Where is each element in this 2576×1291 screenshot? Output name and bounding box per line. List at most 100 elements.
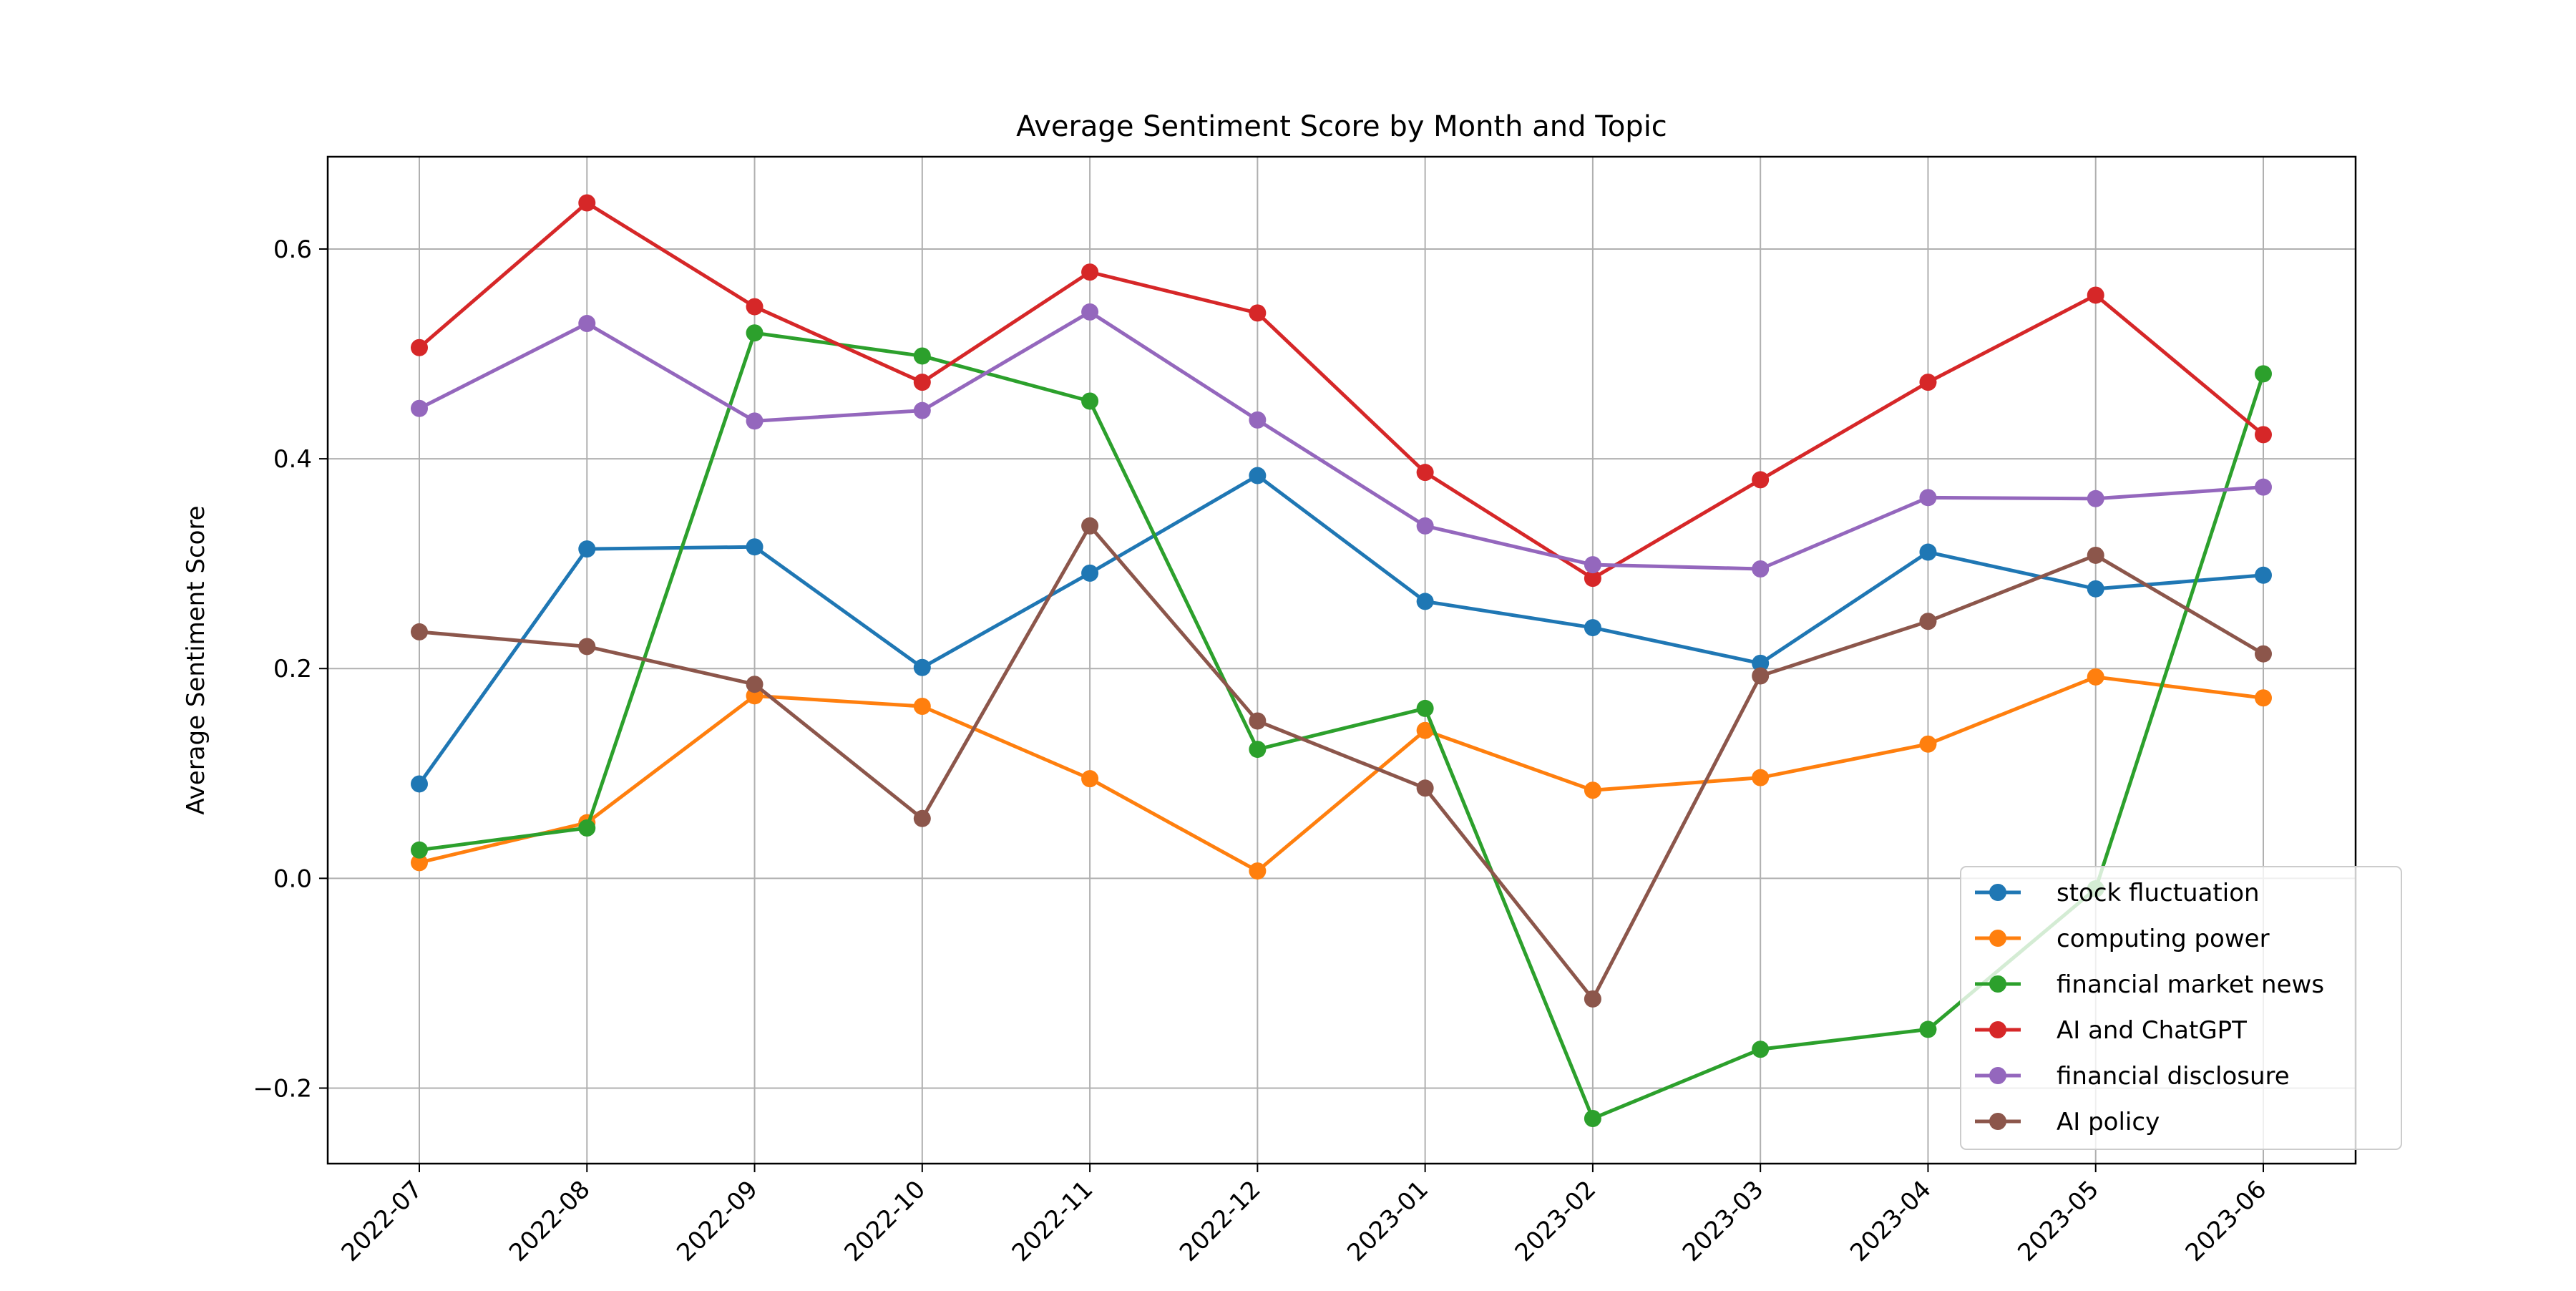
data-point bbox=[1584, 1109, 1601, 1127]
x-tick-label: 2022-12 bbox=[1174, 1175, 1267, 1267]
data-point bbox=[1081, 303, 1099, 321]
data-point bbox=[913, 347, 931, 365]
x-tick-label: 2023-05 bbox=[2012, 1175, 2104, 1267]
data-point bbox=[2087, 489, 2104, 507]
data-point bbox=[578, 194, 596, 212]
data-point bbox=[578, 315, 596, 333]
data-point bbox=[2087, 668, 2104, 686]
data-point bbox=[746, 538, 763, 556]
x-tick-label: 2023-03 bbox=[1677, 1175, 1770, 1267]
y-tick-label: 0.6 bbox=[273, 235, 312, 264]
x-tick-label: 2023-04 bbox=[1845, 1175, 1937, 1267]
data-point bbox=[2255, 566, 2272, 584]
data-point bbox=[913, 401, 931, 419]
series-line bbox=[417, 474, 2264, 785]
series-group bbox=[411, 303, 2272, 578]
data-point bbox=[1584, 570, 1601, 588]
data-point bbox=[1081, 564, 1099, 582]
y-tick-label: −0.2 bbox=[253, 1074, 312, 1103]
data-point bbox=[2255, 478, 2272, 496]
legend-item: AI and ChatGPT bbox=[1975, 1016, 2247, 1045]
data-point bbox=[1919, 735, 1937, 753]
data-point bbox=[1416, 779, 1434, 797]
legend-item: financial disclosure bbox=[1975, 1062, 2290, 1091]
x-tick-label: 2023-02 bbox=[1510, 1175, 1602, 1267]
x-tick-label: 2022-08 bbox=[504, 1175, 596, 1267]
data-point bbox=[1081, 517, 1099, 535]
legend-label: financial disclosure bbox=[2057, 1062, 2290, 1091]
data-point bbox=[1752, 667, 1770, 685]
legend-item: financial market news bbox=[1975, 970, 2324, 999]
data-point bbox=[1249, 862, 1267, 880]
data-point bbox=[411, 854, 428, 872]
legend-marker bbox=[1989, 1113, 2006, 1130]
legend-box bbox=[1960, 866, 2402, 1150]
data-point bbox=[2255, 645, 2272, 663]
y-tick-label: 0.2 bbox=[273, 655, 312, 683]
x-tick-label: 2023-01 bbox=[1342, 1175, 1434, 1267]
legend-marker bbox=[1989, 884, 2006, 901]
data-point bbox=[2255, 426, 2272, 444]
data-point bbox=[1584, 556, 1601, 574]
legend-label: financial market news bbox=[2057, 970, 2324, 999]
data-point bbox=[578, 638, 596, 656]
legend-label: stock fluctuation bbox=[2057, 879, 2260, 907]
data-point bbox=[1081, 770, 1099, 788]
legend-item: stock fluctuation bbox=[1975, 879, 2260, 907]
data-point bbox=[1081, 392, 1099, 410]
data-point bbox=[746, 298, 763, 316]
chart-title: Average Sentiment Score by Month and Top… bbox=[1016, 110, 1667, 143]
data-point bbox=[1249, 304, 1267, 322]
data-point bbox=[1752, 654, 1770, 672]
data-point bbox=[1249, 712, 1267, 730]
legend-item: AI policy bbox=[1975, 1108, 2160, 1136]
x-tick-label: 2022-09 bbox=[671, 1175, 763, 1267]
data-point bbox=[1081, 263, 1099, 281]
data-point bbox=[411, 399, 428, 417]
x-tick-label: 2022-10 bbox=[839, 1175, 931, 1267]
data-point bbox=[411, 775, 428, 793]
data-point bbox=[1416, 517, 1434, 535]
data-point bbox=[1416, 721, 1434, 739]
data-point bbox=[411, 623, 428, 640]
series-layer bbox=[411, 194, 2272, 1127]
data-point bbox=[2087, 286, 2104, 304]
series-line bbox=[419, 675, 2264, 873]
data-point bbox=[1249, 741, 1267, 759]
data-point bbox=[746, 676, 763, 693]
data-point bbox=[1919, 1020, 1937, 1038]
data-point bbox=[1249, 467, 1267, 484]
data-point bbox=[913, 658, 931, 676]
data-point bbox=[578, 819, 596, 837]
legend-label: AI policy bbox=[2057, 1108, 2160, 1136]
data-point bbox=[1919, 543, 1937, 561]
data-point bbox=[2087, 546, 2104, 564]
series-group bbox=[411, 517, 2272, 1008]
data-point bbox=[913, 697, 931, 715]
data-point bbox=[1752, 560, 1770, 578]
data-point bbox=[746, 324, 763, 342]
data-point bbox=[411, 338, 428, 356]
x-tick-label: 2022-07 bbox=[336, 1175, 429, 1267]
data-point bbox=[1919, 613, 1937, 630]
legend-marker bbox=[1989, 1021, 2006, 1038]
legend-label: computing power bbox=[2057, 925, 2270, 953]
data-point bbox=[1249, 411, 1267, 429]
data-point bbox=[1416, 699, 1434, 717]
series-line bbox=[418, 200, 2265, 580]
data-point bbox=[1584, 990, 1601, 1008]
legend-label: AI and ChatGPT bbox=[2057, 1016, 2247, 1045]
data-point bbox=[1416, 464, 1434, 482]
plot-frame bbox=[326, 155, 2357, 1165]
data-point bbox=[1584, 619, 1601, 637]
data-point bbox=[746, 412, 763, 430]
data-point bbox=[1919, 489, 1937, 507]
y-tick-label: 0.0 bbox=[273, 864, 312, 893]
series-group bbox=[411, 194, 2272, 588]
x-tick-label: 2023-06 bbox=[2180, 1175, 2273, 1267]
legend: stock fluctuation computing power financia… bbox=[1960, 866, 2402, 1150]
data-point bbox=[2255, 689, 2272, 707]
series-group bbox=[411, 668, 2272, 880]
